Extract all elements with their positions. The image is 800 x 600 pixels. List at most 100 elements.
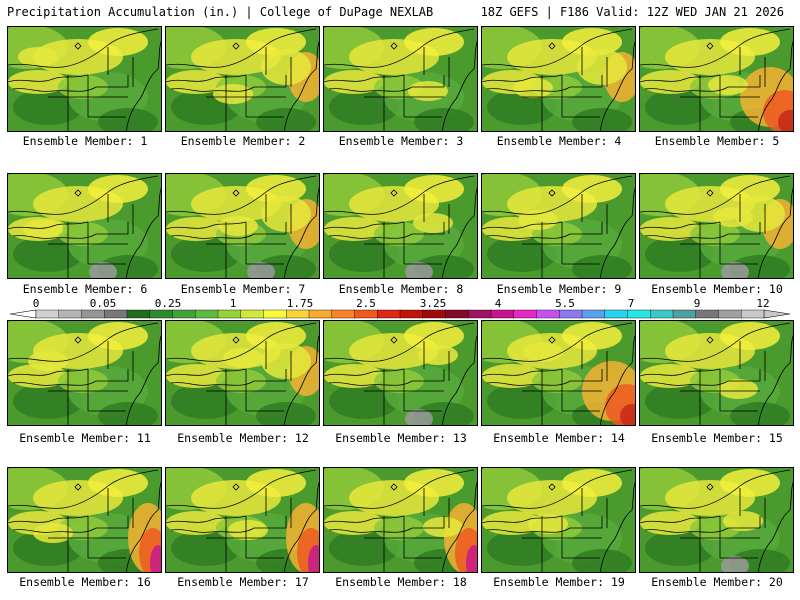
precip-field xyxy=(482,174,635,278)
colorbar-swatch xyxy=(58,309,83,319)
ensemble-map-1 xyxy=(7,26,162,132)
colorbar-swatch xyxy=(354,309,378,319)
precip-field xyxy=(482,468,635,572)
precip-field xyxy=(324,27,477,131)
colorbar-swatch xyxy=(627,309,651,319)
colorbar-tick: 9 xyxy=(693,297,701,310)
ensemble-map-10 xyxy=(639,173,794,279)
precip-field xyxy=(324,468,477,572)
colorbar-swatch xyxy=(240,309,265,319)
colorbar-tick: 2.5 xyxy=(356,297,376,310)
precip-field xyxy=(166,27,319,131)
colorbar-swatch xyxy=(650,309,674,319)
ensemble-member-label: Ensemble Member: 8 xyxy=(338,282,464,296)
precip-colorbar xyxy=(9,309,791,319)
colorbar-tick: 7 xyxy=(627,297,635,310)
model-valid-time: 18Z GEFS | F186 Valid: 12Z WED JAN 21 20… xyxy=(480,5,784,19)
colorbar-tick: 3.25 xyxy=(419,297,447,310)
colorbar-swatch xyxy=(377,309,401,319)
ensemble-member-label: Ensemble Member: 9 xyxy=(496,282,622,296)
ensemble-map-5 xyxy=(639,26,794,132)
colorbar-tick: 1.75 xyxy=(286,297,314,310)
colorbar-swatch xyxy=(104,309,128,319)
ensemble-member-label: Ensemble Member: 4 xyxy=(496,134,622,148)
colorbar-swatch xyxy=(559,309,583,319)
ensemble-member-label: Ensemble Member: 13 xyxy=(335,431,467,445)
colorbar-swatch xyxy=(672,309,697,319)
ensemble-map-2 xyxy=(165,26,320,132)
colorbar-tick: 0.25 xyxy=(154,297,182,310)
ensemble-member-label: Ensemble Member: 5 xyxy=(654,134,780,148)
colorbar-swatch xyxy=(35,309,60,319)
ensemble-member-label: Ensemble Member: 14 xyxy=(493,431,625,445)
colorbar-swatch xyxy=(149,309,174,319)
ensemble-member-label: Ensemble Member: 1 xyxy=(22,134,148,148)
colorbar-swatch xyxy=(172,309,196,319)
ensemble-member-label: Ensemble Member: 15 xyxy=(651,431,783,445)
precip-field xyxy=(8,174,161,278)
colorbar-swatch xyxy=(490,309,515,319)
colorbar-swatch xyxy=(286,309,310,319)
colorbar-swatch xyxy=(536,309,560,319)
ensemble-map-17 xyxy=(165,467,320,573)
precip-field xyxy=(8,468,161,572)
map-title: Precipitation Accumulation (in.) | Colle… xyxy=(7,5,434,19)
precip-field xyxy=(640,321,793,425)
ensemble-member-label: Ensemble Member: 3 xyxy=(338,134,464,148)
colorbar-swatch xyxy=(126,309,151,319)
ensemble-map-13 xyxy=(323,320,478,426)
precip-field xyxy=(482,27,635,131)
ensemble-member-label: Ensemble Member: 6 xyxy=(22,282,148,296)
ensemble-map-7 xyxy=(165,173,320,279)
colorbar-swatch xyxy=(468,309,492,319)
ensemble-member-label: Ensemble Member: 2 xyxy=(180,134,306,148)
colorbar-swatch xyxy=(604,309,629,319)
precip-field xyxy=(640,468,793,572)
precip-field xyxy=(166,468,319,572)
colorbar-swatch xyxy=(718,309,742,319)
precip-field xyxy=(166,321,319,425)
ensemble-map-11 xyxy=(7,320,162,426)
precip-field xyxy=(482,321,635,425)
precip-field xyxy=(640,27,793,131)
ensemble-map-19 xyxy=(481,467,636,573)
colorbar-swatch xyxy=(399,309,424,319)
colorbar-tick: 4 xyxy=(494,297,502,310)
ensemble-map-14 xyxy=(481,320,636,426)
ensemble-map-20 xyxy=(639,467,794,573)
ensemble-member-label: Ensemble Member: 12 xyxy=(177,431,309,445)
colorbar-tick: 1 xyxy=(229,297,237,310)
ensemble-member-label: Ensemble Member: 19 xyxy=(493,575,625,589)
ensemble-member-label: Ensemble Member: 17 xyxy=(177,575,309,589)
ensemble-map-8 xyxy=(323,173,478,279)
colorbar-tick: 12 xyxy=(756,297,770,310)
ensemble-member-label: Ensemble Member: 18 xyxy=(335,575,467,589)
colorbar-swatch xyxy=(741,309,765,319)
ensemble-member-label: Ensemble Member: 20 xyxy=(651,575,783,589)
colorbar-swatch xyxy=(308,309,333,319)
precip-field xyxy=(166,174,319,278)
colorbar-tick: 0 xyxy=(32,297,40,310)
ensemble-member-label: Ensemble Member: 11 xyxy=(19,431,151,445)
precip-field xyxy=(324,174,477,278)
ensemble-member-label: Ensemble Member: 16 xyxy=(19,575,151,589)
ensemble-map-18 xyxy=(323,467,478,573)
precip-field xyxy=(8,27,161,131)
precip-field xyxy=(640,174,793,278)
colorbar-tick: 5.5 xyxy=(555,297,575,310)
colorbar-swatch xyxy=(695,309,720,319)
colorbar-swatch xyxy=(331,309,356,319)
colorbar-swatch xyxy=(217,309,242,319)
ensemble-map-6 xyxy=(7,173,162,279)
colorbar-tick: 0.05 xyxy=(89,297,117,310)
precip-field xyxy=(324,321,477,425)
ensemble-member-label: Ensemble Member: 10 xyxy=(651,282,783,296)
ensemble-map-9 xyxy=(481,173,636,279)
colorbar-swatch xyxy=(263,309,287,319)
ensemble-map-15 xyxy=(639,320,794,426)
ensemble-map-12 xyxy=(165,320,320,426)
ensemble-map-16 xyxy=(7,467,162,573)
colorbar-swatch xyxy=(81,309,105,319)
ensemble-map-3 xyxy=(323,26,478,132)
colorbar-swatch xyxy=(581,309,606,319)
